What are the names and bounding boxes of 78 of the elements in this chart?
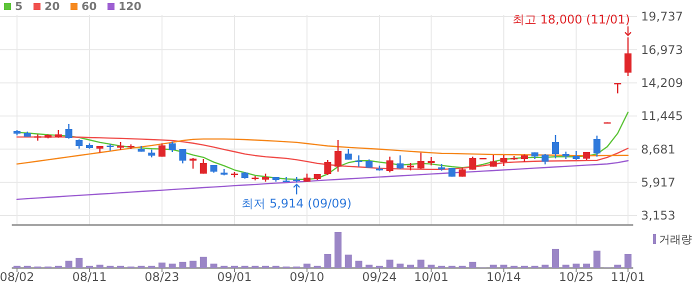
x-tick-label: 10/25 [558,270,594,284]
bar [386,260,394,268]
bar [396,264,404,268]
bar [344,254,352,268]
y-tick-label: 5,917 [641,176,676,190]
bar [158,262,166,268]
legend-label: 20 [44,0,60,13]
bar [179,262,186,268]
line-series [16,160,629,200]
legend-label: 5 [15,0,23,13]
candlestick [65,123,72,140]
candlestick [500,154,508,167]
annotation: 최고 18,000 (11/01) [512,12,630,26]
bar [303,264,310,268]
candlestick [324,159,332,176]
x-tick-label: 11/01 [610,270,646,284]
candlestick [158,142,166,158]
candlestick [428,156,435,166]
candlestick [614,82,622,94]
bar [490,264,497,268]
bar [210,264,218,268]
bar [583,264,590,268]
candlestick [593,135,600,158]
x-tick-label: 08/02 [0,270,34,284]
candlestick [334,139,342,172]
legend-label: 거래량 [659,233,692,246]
line-series [16,138,629,165]
candlestick [624,36,632,77]
candlestick [386,156,394,173]
bar [428,264,435,268]
candlestick [168,141,176,153]
y-tick-label: 16,973 [641,42,683,57]
x-tick-label: 09/01 [217,270,252,284]
x-tick-label: 08/11 [72,270,107,284]
y-tick-label: 8,681 [641,142,676,156]
candlestick [179,148,186,164]
bar [500,264,508,268]
legend-label: 60 [82,0,98,13]
bar [334,232,342,268]
bar [200,256,207,268]
candlestick [355,154,362,168]
legend-label: 120 [118,0,142,13]
bar [76,258,83,268]
y-tick-label: 11,445 [641,109,683,124]
y-tick-label: 3,153 [641,208,676,223]
candlestick [396,154,404,170]
bar [562,264,570,268]
bar [355,260,362,268]
bar [552,248,560,268]
y-tick-label: 14,209 [641,76,683,90]
x-tick-label: 10/01 [414,270,449,284]
candlestick [190,157,197,170]
y-tick-label: 19,737 [641,10,683,24]
bar [624,254,632,268]
bar [96,264,104,268]
candlestick [542,153,549,165]
bar [65,260,72,268]
bar [417,260,424,268]
candlestick [76,138,83,150]
bar [593,250,600,268]
x-tick-label: 09/24 [362,270,397,284]
bar [190,260,197,268]
x-tick-label: 09/10 [290,270,324,284]
bar [407,264,414,268]
bar [366,264,373,268]
x-tick-label: 08/23 [144,270,180,284]
annotation: 최저 5,914 (09/09) [242,196,352,210]
candlestick [200,158,207,174]
bar [542,264,549,268]
candlestick [469,156,476,170]
bar [324,254,332,268]
bar [572,264,580,268]
bar [614,264,622,268]
bar [168,264,176,268]
candlestick [417,152,424,170]
bar [469,262,476,268]
x-tick-label: 10/14 [486,270,522,284]
candlestick [552,134,560,159]
